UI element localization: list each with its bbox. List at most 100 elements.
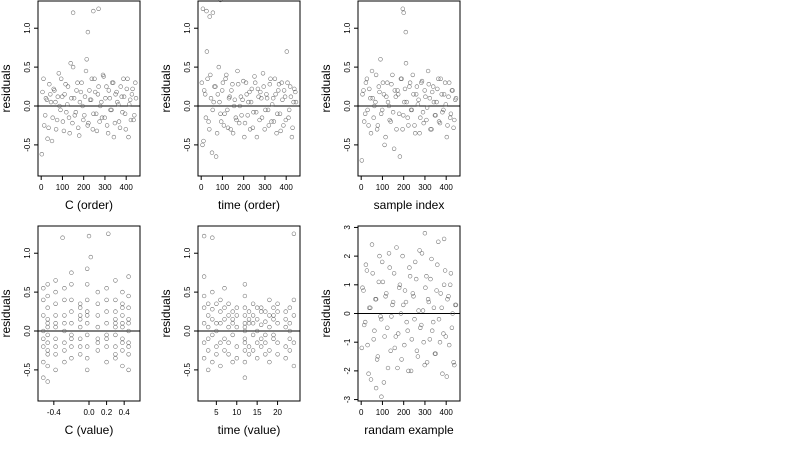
data-point bbox=[407, 265, 412, 270]
data-point bbox=[246, 344, 252, 349]
data-point bbox=[78, 305, 83, 310]
data-point bbox=[112, 120, 118, 126]
data-point bbox=[405, 328, 410, 333]
data-point bbox=[46, 125, 51, 130]
data-point bbox=[69, 96, 74, 101]
data-point bbox=[421, 340, 426, 345]
data-point bbox=[361, 288, 366, 293]
data-point bbox=[126, 293, 131, 299]
data-point bbox=[209, 150, 215, 155]
data-point bbox=[431, 319, 436, 325]
data-point bbox=[400, 6, 405, 11]
data-point bbox=[246, 321, 252, 326]
data-point bbox=[103, 96, 108, 101]
data-point bbox=[418, 115, 423, 120]
data-point bbox=[267, 313, 272, 318]
data-point bbox=[206, 336, 211, 341]
data-point bbox=[383, 294, 388, 299]
data-point bbox=[435, 86, 440, 92]
data-point bbox=[259, 305, 264, 310]
x-tick-label: 0 bbox=[199, 183, 204, 192]
data-point bbox=[222, 348, 227, 353]
data-point bbox=[363, 111, 368, 116]
data-point bbox=[380, 80, 386, 85]
data-point bbox=[283, 356, 288, 361]
data-point bbox=[424, 360, 430, 365]
data-point bbox=[102, 115, 107, 120]
data-point bbox=[381, 92, 387, 97]
data-point bbox=[415, 354, 421, 359]
data-point bbox=[417, 131, 422, 136]
data-point bbox=[391, 146, 397, 151]
data-point bbox=[250, 348, 256, 353]
data-point bbox=[275, 301, 280, 306]
data-point bbox=[396, 331, 401, 336]
data-point bbox=[99, 99, 104, 105]
data-point bbox=[409, 337, 414, 342]
data-point bbox=[282, 94, 288, 99]
data-point bbox=[242, 321, 248, 326]
data-point bbox=[444, 374, 449, 379]
data-point bbox=[210, 10, 216, 15]
data-point bbox=[380, 107, 385, 113]
data-point bbox=[45, 340, 50, 345]
data-point bbox=[393, 94, 398, 99]
data-point bbox=[278, 128, 283, 134]
data-point bbox=[250, 332, 256, 338]
data-point bbox=[113, 278, 118, 283]
data-point bbox=[276, 82, 282, 87]
data-point bbox=[391, 271, 397, 276]
data-point bbox=[129, 92, 135, 97]
data-point bbox=[201, 138, 206, 144]
data-point bbox=[84, 57, 89, 62]
data-point bbox=[69, 309, 74, 314]
data-point bbox=[201, 293, 207, 299]
data-point bbox=[255, 328, 260, 334]
data-point bbox=[399, 76, 404, 81]
data-point bbox=[99, 115, 105, 120]
data-point bbox=[438, 76, 443, 81]
x-axis-label: sample index bbox=[374, 198, 445, 212]
data-point bbox=[449, 325, 455, 330]
data-point bbox=[242, 375, 248, 380]
data-point bbox=[281, 88, 287, 93]
data-point bbox=[133, 80, 138, 85]
x-tick-label: 200 bbox=[397, 183, 411, 192]
data-point bbox=[390, 110, 396, 115]
data-point bbox=[65, 102, 70, 107]
plot-frame bbox=[357, 0, 461, 177]
y-axis-label: residuals bbox=[0, 64, 13, 112]
data-point bbox=[371, 115, 376, 120]
data-point bbox=[395, 365, 400, 371]
plot-frame bbox=[197, 225, 301, 402]
data-point bbox=[45, 379, 50, 384]
data-point bbox=[400, 253, 405, 259]
data-point bbox=[41, 328, 46, 334]
data-point bbox=[62, 92, 67, 97]
data-point bbox=[433, 113, 438, 118]
y-tick-label: 0.0 bbox=[343, 100, 352, 112]
data-point bbox=[104, 344, 109, 349]
data-point bbox=[264, 92, 269, 97]
data-point bbox=[229, 88, 234, 93]
data-point bbox=[292, 86, 297, 92]
data-point bbox=[113, 324, 118, 330]
data-point bbox=[376, 279, 381, 285]
data-point bbox=[126, 134, 131, 140]
data-point bbox=[218, 340, 223, 345]
x-tick-label: 0.0 bbox=[83, 408, 95, 417]
data-point bbox=[397, 282, 403, 287]
data-point bbox=[53, 352, 58, 357]
data-point bbox=[424, 274, 429, 279]
data-point bbox=[231, 103, 237, 109]
data-point bbox=[206, 324, 211, 330]
x-tick-label: 400 bbox=[280, 183, 294, 192]
data-point bbox=[258, 89, 263, 95]
data-point bbox=[69, 297, 74, 303]
data-point bbox=[63, 82, 68, 87]
data-point bbox=[266, 123, 271, 128]
data-point bbox=[383, 134, 388, 140]
y-tick-label: 0.0 bbox=[183, 100, 192, 112]
data-point bbox=[85, 332, 90, 338]
data-point bbox=[388, 348, 393, 353]
